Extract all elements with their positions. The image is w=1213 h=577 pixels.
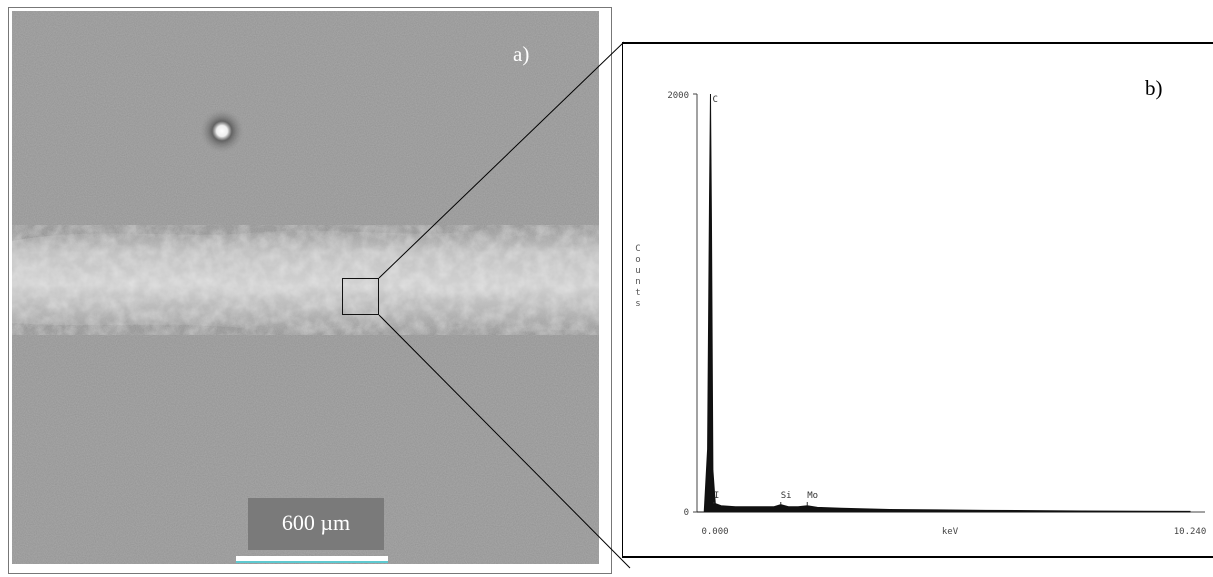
spectrum-marks (697, 93, 1191, 513)
eds-panel (622, 42, 1213, 558)
x-tick-label-min: 0.000 (701, 527, 728, 537)
y-axis-label: Counts (635, 244, 641, 309)
y-tick-label-max: 2000 (667, 91, 689, 101)
scale-bar-label-box: 600 µm (248, 498, 384, 550)
spectrum-series (697, 93, 1191, 513)
peak-label-i: I (714, 491, 719, 501)
peak-label-c: C (712, 95, 717, 105)
zoom-region-box (342, 278, 379, 315)
y-tick-label-0: 0 (684, 508, 689, 518)
scale-bar (236, 556, 388, 563)
x-axis-label: keV (942, 527, 959, 537)
panel-b-label: b) (1145, 76, 1163, 100)
x-tick-label-max: 10.240 (1174, 527, 1207, 537)
scale-bar-text: 600 µm (281, 510, 351, 535)
peak-label-mo: Mo (807, 491, 818, 501)
spectrum-axes (693, 93, 1205, 513)
spectrum-labels: 0 2000 0.000 10.240 keV C I Si Mo (667, 91, 1206, 537)
peak-label-si: Si (781, 491, 792, 501)
